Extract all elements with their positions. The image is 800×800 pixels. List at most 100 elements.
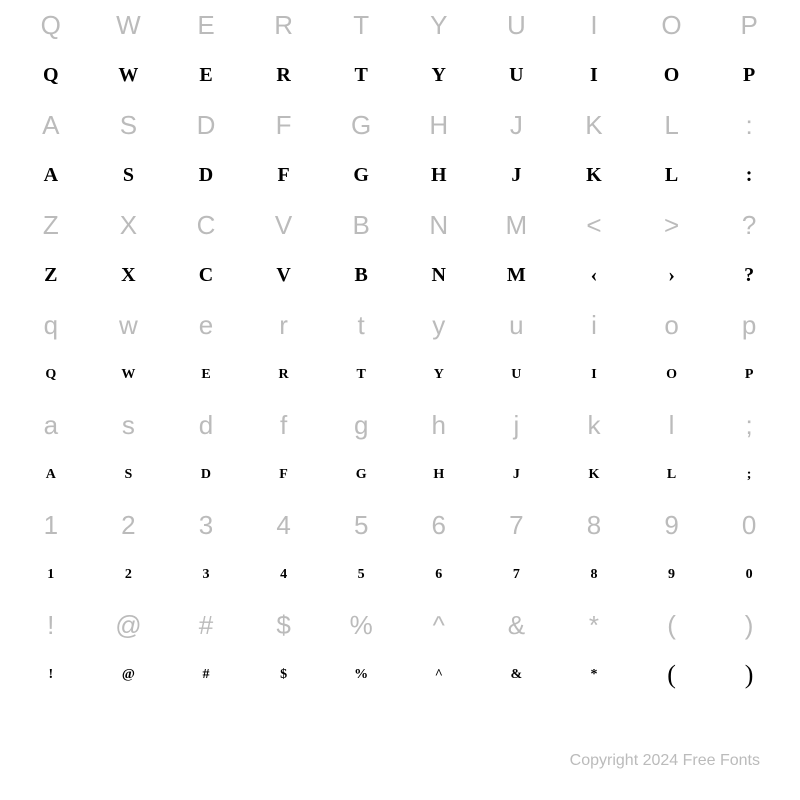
- sample-glyph: X: [121, 264, 135, 287]
- glyph-cell: ‹: [555, 250, 633, 300]
- reference-glyph: o: [664, 310, 678, 341]
- sample-glyph: ?: [744, 264, 754, 287]
- glyph-cell: 2: [90, 550, 168, 600]
- copyright-text: Copyright 2024 Free Fonts: [570, 752, 760, 770]
- sample-glyph: L: [667, 467, 676, 483]
- sample-glyph: J: [511, 164, 521, 187]
- glyph-row-pair: 12345678901234567890: [12, 500, 788, 600]
- glyph-cell: #: [167, 600, 245, 650]
- sample-glyph: 5: [358, 567, 365, 583]
- glyph-cell: t: [322, 300, 400, 350]
- reference-glyph: h: [432, 410, 446, 441]
- reference-glyph: F: [276, 110, 292, 141]
- sample-glyph: W: [118, 64, 138, 87]
- sample-glyph: @: [122, 667, 135, 683]
- glyph-cell: 7: [478, 550, 556, 600]
- sample-row: !@#$%^&*(): [12, 650, 788, 700]
- glyph-cell: Y: [400, 350, 478, 400]
- sample-glyph: P: [743, 64, 755, 87]
- sample-glyph: (: [667, 660, 676, 690]
- glyph-row-pair: asdfghjkl;ASDFGHJKL;: [12, 400, 788, 500]
- glyph-cell: $: [245, 600, 323, 650]
- sample-glyph: :: [746, 164, 753, 187]
- sample-glyph: L: [665, 164, 678, 187]
- reference-glyph: j: [513, 410, 519, 441]
- reference-glyph: ): [745, 610, 754, 641]
- glyph-cell: F: [245, 450, 323, 500]
- glyph-cell: K: [555, 150, 633, 200]
- glyph-cell: u: [478, 300, 556, 350]
- sample-glyph: H: [433, 467, 444, 483]
- glyph-cell: ^: [400, 600, 478, 650]
- glyph-cell: U: [478, 0, 556, 50]
- reference-row: !@#$%^&*(): [12, 600, 788, 650]
- reference-glyph: q: [44, 310, 58, 341]
- glyph-cell: C: [167, 250, 245, 300]
- sample-glyph: E: [199, 64, 212, 87]
- reference-glyph: !: [47, 610, 54, 641]
- glyph-cell: h: [400, 400, 478, 450]
- reference-glyph: &: [508, 610, 525, 641]
- glyph-cell: X: [90, 250, 168, 300]
- glyph-cell: &: [478, 650, 556, 700]
- reference-glyph: ;: [746, 410, 753, 441]
- reference-glyph: l: [669, 410, 675, 441]
- sample-glyph: 3: [202, 567, 209, 583]
- reference-glyph: *: [589, 610, 599, 641]
- sample-glyph: J: [513, 467, 520, 483]
- sample-glyph: ;: [747, 467, 752, 483]
- reference-glyph: 5: [354, 510, 368, 541]
- glyph-cell: 3: [167, 550, 245, 600]
- sample-glyph: T: [357, 367, 366, 383]
- reference-glyph: W: [116, 10, 141, 41]
- glyph-cell: ;: [710, 400, 788, 450]
- sample-glyph: Q: [45, 367, 56, 383]
- glyph-cell: L: [633, 450, 711, 500]
- glyph-cell: L: [633, 100, 711, 150]
- sample-row: ASDFGHJKL;: [12, 450, 788, 500]
- reference-glyph: k: [587, 410, 600, 441]
- glyph-cell: G: [322, 100, 400, 150]
- glyph-cell: B: [322, 200, 400, 250]
- glyph-cell: E: [167, 0, 245, 50]
- reference-glyph: L: [664, 110, 678, 141]
- glyph-cell: (: [633, 600, 711, 650]
- reference-glyph: t: [358, 310, 365, 341]
- glyph-cell: p: [710, 300, 788, 350]
- sample-glyph: !: [48, 667, 53, 683]
- glyph-cell: 0: [710, 500, 788, 550]
- reference-glyph: g: [354, 410, 368, 441]
- sample-glyph: 9: [668, 567, 675, 583]
- glyph-cell: *: [555, 600, 633, 650]
- sample-glyph: F: [277, 164, 289, 187]
- sample-glyph: Y: [432, 64, 446, 87]
- glyph-cell: 8: [555, 550, 633, 600]
- glyph-cell: d: [167, 400, 245, 450]
- sample-glyph: S: [124, 467, 132, 483]
- glyph-cell: #: [167, 650, 245, 700]
- sample-glyph: G: [353, 164, 369, 187]
- sample-glyph: 6: [435, 567, 442, 583]
- reference-glyph: a: [44, 410, 58, 441]
- reference-glyph: 4: [276, 510, 290, 541]
- reference-glyph: #: [199, 610, 213, 641]
- sample-glyph: &: [511, 667, 523, 683]
- reference-row: ASDFGHJKL:: [12, 100, 788, 150]
- glyph-cell: H: [400, 150, 478, 200]
- sample-glyph: M: [507, 264, 526, 287]
- glyph-cell: *: [555, 650, 633, 700]
- sample-glyph: ): [745, 660, 754, 690]
- reference-glyph: N: [429, 210, 448, 241]
- sample-glyph: S: [123, 164, 134, 187]
- sample-glyph: ›: [668, 264, 675, 287]
- glyph-row-pair: ZXCVBNM<>?ZXCVBNM‹›?: [12, 200, 788, 300]
- sample-row: 1234567890: [12, 550, 788, 600]
- glyph-cell: X: [90, 200, 168, 250]
- reference-glyph: p: [742, 310, 756, 341]
- glyph-cell: D: [167, 150, 245, 200]
- glyph-cell: J: [478, 150, 556, 200]
- sample-glyph: W: [121, 367, 135, 383]
- glyph-cell: g: [322, 400, 400, 450]
- font-specimen-chart: QWERTYUIOPQWERTYUIOPASDFGHJKL:ASDFGHJKL:…: [0, 0, 800, 700]
- glyph-cell: k: [555, 400, 633, 450]
